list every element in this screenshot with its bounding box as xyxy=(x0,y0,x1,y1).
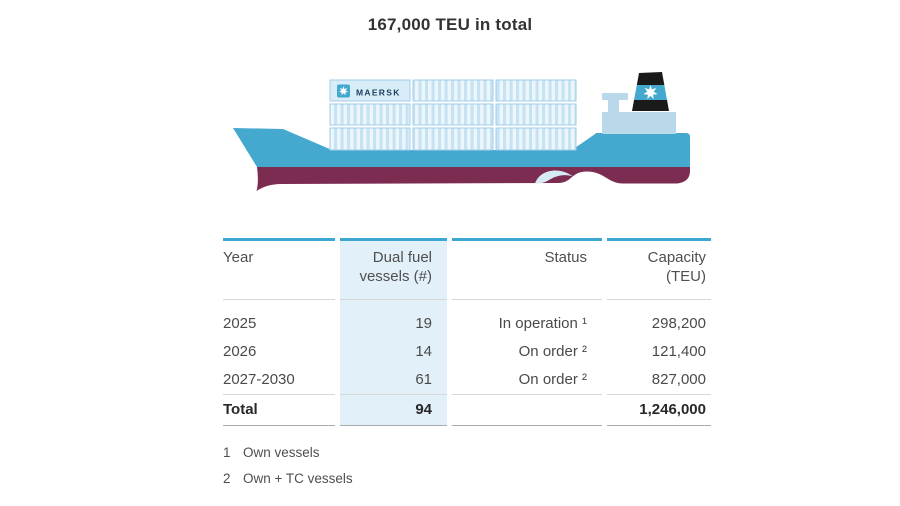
footnotes: 1 Own vessels 2 Own + TC vessels xyxy=(223,440,353,491)
vessel-table: Year Dual fuel vessels (#) Status Capaci… xyxy=(223,238,711,426)
footnote-marker: 1 xyxy=(223,445,231,460)
cell-capacity: 827,000 xyxy=(651,371,706,388)
total-status xyxy=(452,394,602,426)
container xyxy=(495,103,577,126)
footnote-text: Own vessels xyxy=(243,445,320,460)
cell-vessels: 19 xyxy=(340,300,447,338)
container-stack xyxy=(329,79,577,151)
hull-upper xyxy=(233,128,690,167)
footnote-marker: 2 xyxy=(223,470,231,486)
funnel xyxy=(632,72,669,111)
header-year: Year xyxy=(223,238,335,300)
hull-bottom xyxy=(256,167,690,191)
container xyxy=(412,79,494,102)
page-title: 167,000 TEU in total xyxy=(367,15,533,34)
funnel-bottom-band xyxy=(632,100,669,111)
cell-vessels: 61 xyxy=(340,366,447,394)
footnote-own-tc-vessels: 2 Own + TC vessels xyxy=(223,466,353,492)
footnote-text: Own + TC vessels xyxy=(243,470,353,486)
container-maersk-logo-cell xyxy=(329,79,411,102)
container xyxy=(329,103,411,126)
cell-year: 2026 xyxy=(223,343,257,360)
header-dual-fuel-vessels: Dual fuel vessels (#) xyxy=(340,238,447,300)
header-capacity: Capacity (TEU) xyxy=(607,238,711,300)
cell-capacity: 298,200 xyxy=(651,315,706,332)
cell-status: In operation ¹ xyxy=(498,315,587,332)
funnel-top-band xyxy=(632,72,669,85)
mast-pole xyxy=(608,100,619,113)
maersk-logo: MAERSK xyxy=(337,84,401,98)
wave-icon xyxy=(535,170,573,184)
container xyxy=(412,127,494,151)
footnote-own-vessels: 1 Own vessels xyxy=(223,440,353,466)
cell-year: 2027-2030 xyxy=(223,371,295,388)
total-vessels: 94 xyxy=(340,394,447,426)
container xyxy=(412,103,494,126)
ship-illustration: MAERSK xyxy=(233,72,690,191)
cell-status: On order ² xyxy=(518,371,587,388)
logo-text: MAERSK xyxy=(356,88,401,98)
container xyxy=(495,127,577,151)
cell-capacity: 121,400 xyxy=(651,343,706,360)
header-status: Status xyxy=(452,238,602,300)
cell-vessels: 14 xyxy=(340,338,447,366)
total-label: Total xyxy=(223,394,335,426)
total-capacity: 1,246,000 xyxy=(607,394,711,426)
superstructure xyxy=(602,93,676,134)
cell-status: On order ² xyxy=(518,343,587,360)
container xyxy=(329,127,411,151)
cell-year: 2025 xyxy=(223,315,257,332)
mast-cap xyxy=(602,93,628,100)
container xyxy=(495,79,577,102)
